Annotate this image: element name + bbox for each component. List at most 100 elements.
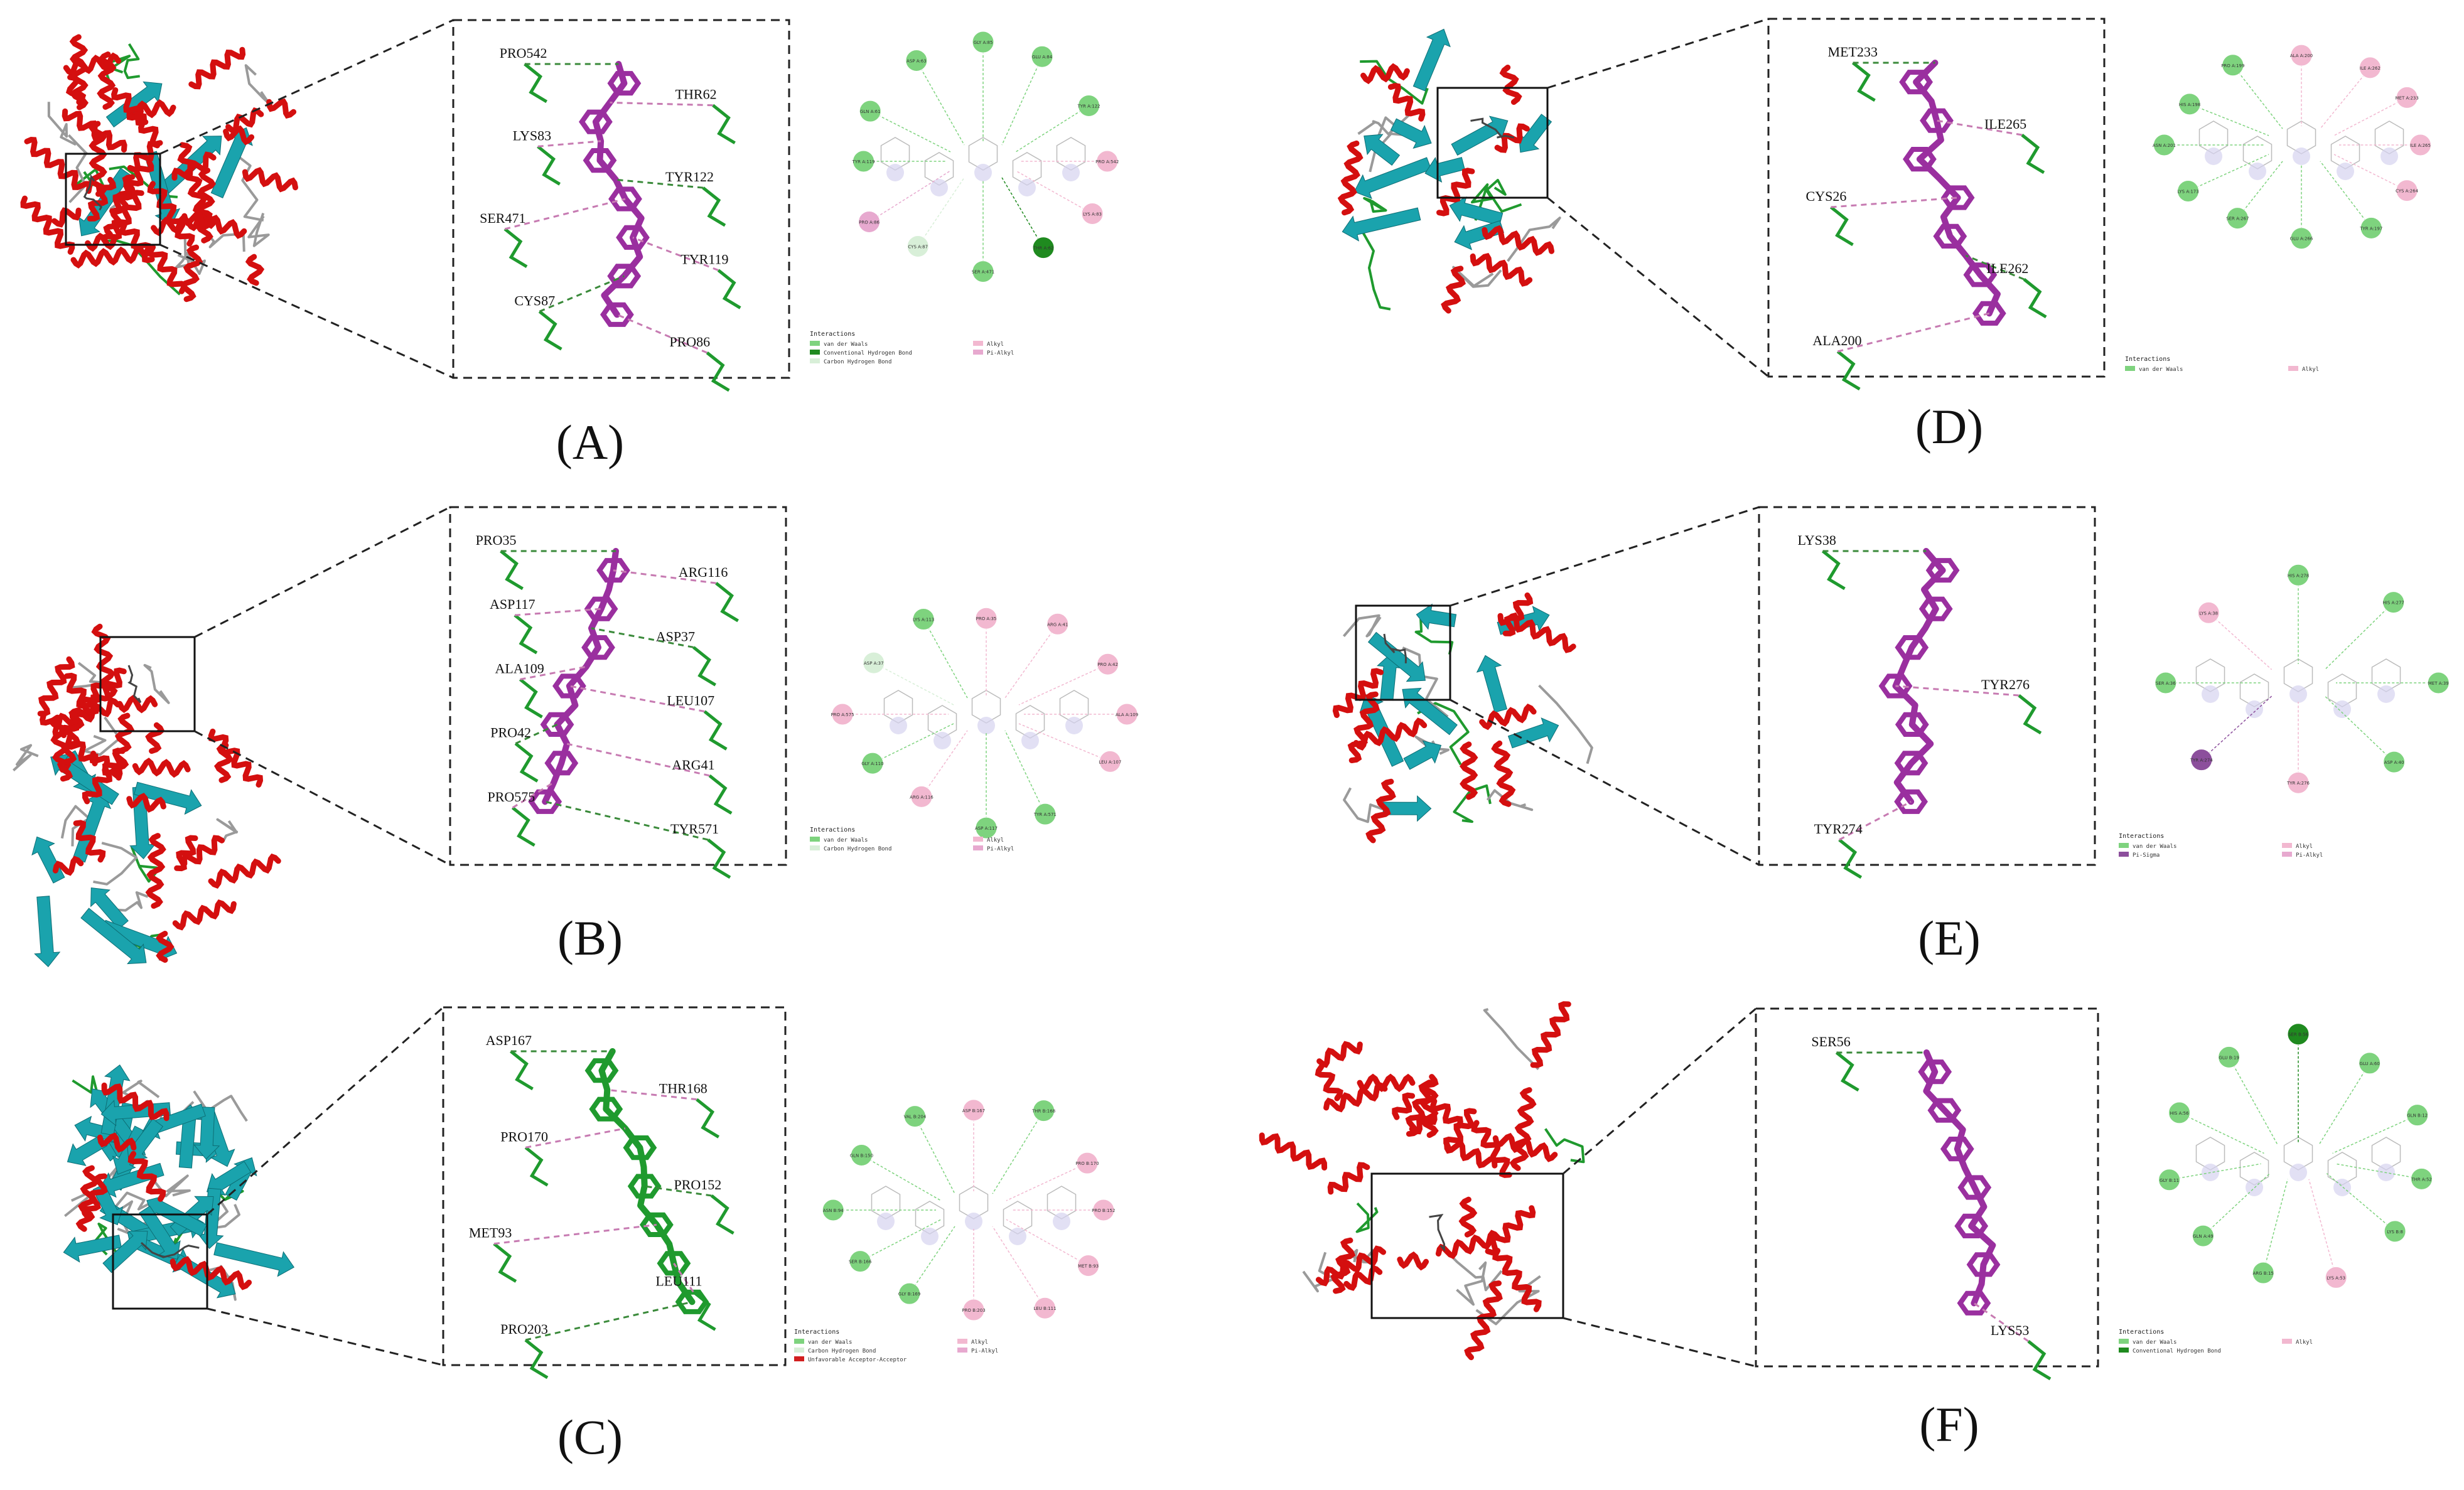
residue-pro542: PRO542	[500, 45, 619, 104]
ligand-ring	[640, 1212, 674, 1237]
interaction-line	[2320, 67, 2371, 129]
zoom-box-F	[1755, 1007, 2099, 1368]
residue-node: TYR A:122	[1015, 94, 1100, 153]
residue-node: ILE A:265	[2339, 134, 2431, 156]
helix-ribbon	[1444, 1140, 1498, 1169]
residue-sidechain	[524, 63, 548, 104]
interaction-line	[1965, 254, 2025, 281]
interaction-line	[569, 685, 705, 713]
helix-ribbon	[37, 656, 75, 717]
helix-ribbon	[1464, 1280, 1503, 1361]
helix-ribbon	[1332, 668, 1384, 718]
interaction-line	[2332, 1114, 2418, 1154]
coil-loop	[1507, 217, 1561, 262]
residue-sidechain	[706, 351, 730, 392]
residue-cys87: CYS87	[514, 275, 625, 351]
helix-ribbon	[1343, 1265, 1383, 1291]
residue-bubble	[853, 150, 875, 173]
residue-node: LYS A:83	[1015, 170, 1104, 225]
residue-node: LYS A:38	[2197, 601, 2273, 670]
residue-node-label: HIS A:278	[2288, 573, 2309, 578]
protein-structure-E	[1332, 592, 1593, 844]
interaction-line	[1015, 105, 1089, 153]
coil-loop	[1486, 179, 1522, 213]
residue-sidechain	[1851, 62, 1876, 102]
residue-sidechain	[519, 678, 543, 719]
legend-title: Interactions	[810, 827, 855, 833]
residue-node: TYR A:197	[2320, 161, 2382, 239]
residue-node: ARG B:15	[2252, 1179, 2288, 1284]
residue-label: ALA200	[1812, 333, 1861, 348]
zoom-box-E	[1758, 506, 2096, 866]
ligand-ring	[589, 1096, 623, 1122]
interaction-line	[1006, 1162, 1088, 1201]
helix-ribbon	[1441, 265, 1466, 314]
residue-sidechain	[702, 186, 726, 227]
residue-node-label: ALA A:200	[2290, 53, 2313, 58]
label-panel-B: (B)	[557, 911, 623, 965]
residue-label: ILE265	[1984, 116, 2026, 132]
residue-node: LYS A:173	[2177, 154, 2269, 202]
ligand-ring	[544, 751, 579, 776]
solvent-halo	[2337, 163, 2354, 180]
residue-bubble	[1046, 613, 1069, 635]
residue-sidechain	[1829, 206, 1854, 247]
residue-bubble	[2287, 771, 2310, 794]
residue-bubble	[962, 1299, 985, 1321]
residue-bubble	[1077, 94, 1100, 117]
legend-swatch	[973, 350, 983, 355]
residue-bubble	[975, 817, 998, 839]
residue-bubble	[2382, 591, 2405, 614]
residue-bubble	[822, 1199, 844, 1221]
residue-bubble	[1033, 1297, 1056, 1319]
interaction-line	[1006, 1219, 1089, 1267]
residue-bubble	[1099, 750, 1121, 773]
coil-loop	[105, 891, 149, 912]
legend-item: Alkyl	[2296, 1339, 2313, 1346]
interaction-line	[2228, 1057, 2279, 1146]
residue-node: GLY A:110	[861, 723, 954, 774]
legend-swatch	[810, 358, 820, 363]
binding-site-view-C: ASP167 THR168 PRO170 PRO152 MET93 LEU111 PRO20…	[469, 1032, 734, 1380]
legend-item: Alkyl	[987, 837, 1004, 844]
residue-node-label: ASP A:117	[975, 826, 998, 831]
legend-swatch	[2282, 852, 2292, 857]
ligand-ring	[584, 596, 618, 621]
legend-item: van der Waals	[2133, 1339, 2176, 1346]
residue-node-label: CYS A:264	[2396, 189, 2419, 194]
interaction-line	[2202, 1173, 2271, 1236]
solvent-halo	[933, 732, 951, 749]
residue-bubble	[2396, 180, 2418, 202]
coil-loop	[1355, 1202, 1379, 1233]
ligand-ring	[1954, 1213, 1989, 1238]
interaction-line	[2326, 1173, 2396, 1232]
residue-node-label: ILE A:265	[2410, 143, 2431, 148]
residue-node: GLN B:150	[850, 1144, 942, 1201]
residue-label: SER471	[480, 210, 525, 226]
binding-site-view-E: LYS38 TYR276 TYR274	[1797, 532, 2042, 879]
residue-node-label: PRO A:542	[1095, 159, 1119, 164]
ligand-ring	[600, 302, 634, 327]
legend-item: Pi-Alkyl	[971, 1348, 998, 1354]
residue-bubble	[1031, 45, 1053, 68]
helix-ribbon	[147, 181, 195, 247]
interaction-line	[1004, 730, 1046, 815]
residue-node-label: TYR A:274	[2190, 758, 2214, 763]
coil-loop	[1343, 787, 1383, 823]
ligand-ring	[540, 712, 574, 737]
helix-ribbon	[181, 210, 247, 239]
residue-label: PRO86	[669, 334, 710, 350]
residue-node-label: SER B:56	[2288, 1032, 2309, 1037]
residue-sidechain	[692, 1290, 716, 1331]
sheet-arrow	[1390, 118, 1432, 149]
residue-node: VAL B:204	[904, 1105, 955, 1194]
helix-ribbon	[56, 697, 121, 728]
helix-ribbon	[1392, 1092, 1416, 1120]
sheet-arrow	[213, 1242, 295, 1277]
residue-bubble	[1092, 1199, 1115, 1221]
residue-node: GLU A:60	[2318, 1052, 2381, 1146]
residue-node-label: PRO A:86	[859, 220, 880, 225]
sheet-arrow	[1412, 28, 1451, 92]
residue-node-label: CYS A:87	[908, 244, 928, 249]
residue-bubble	[975, 607, 998, 630]
